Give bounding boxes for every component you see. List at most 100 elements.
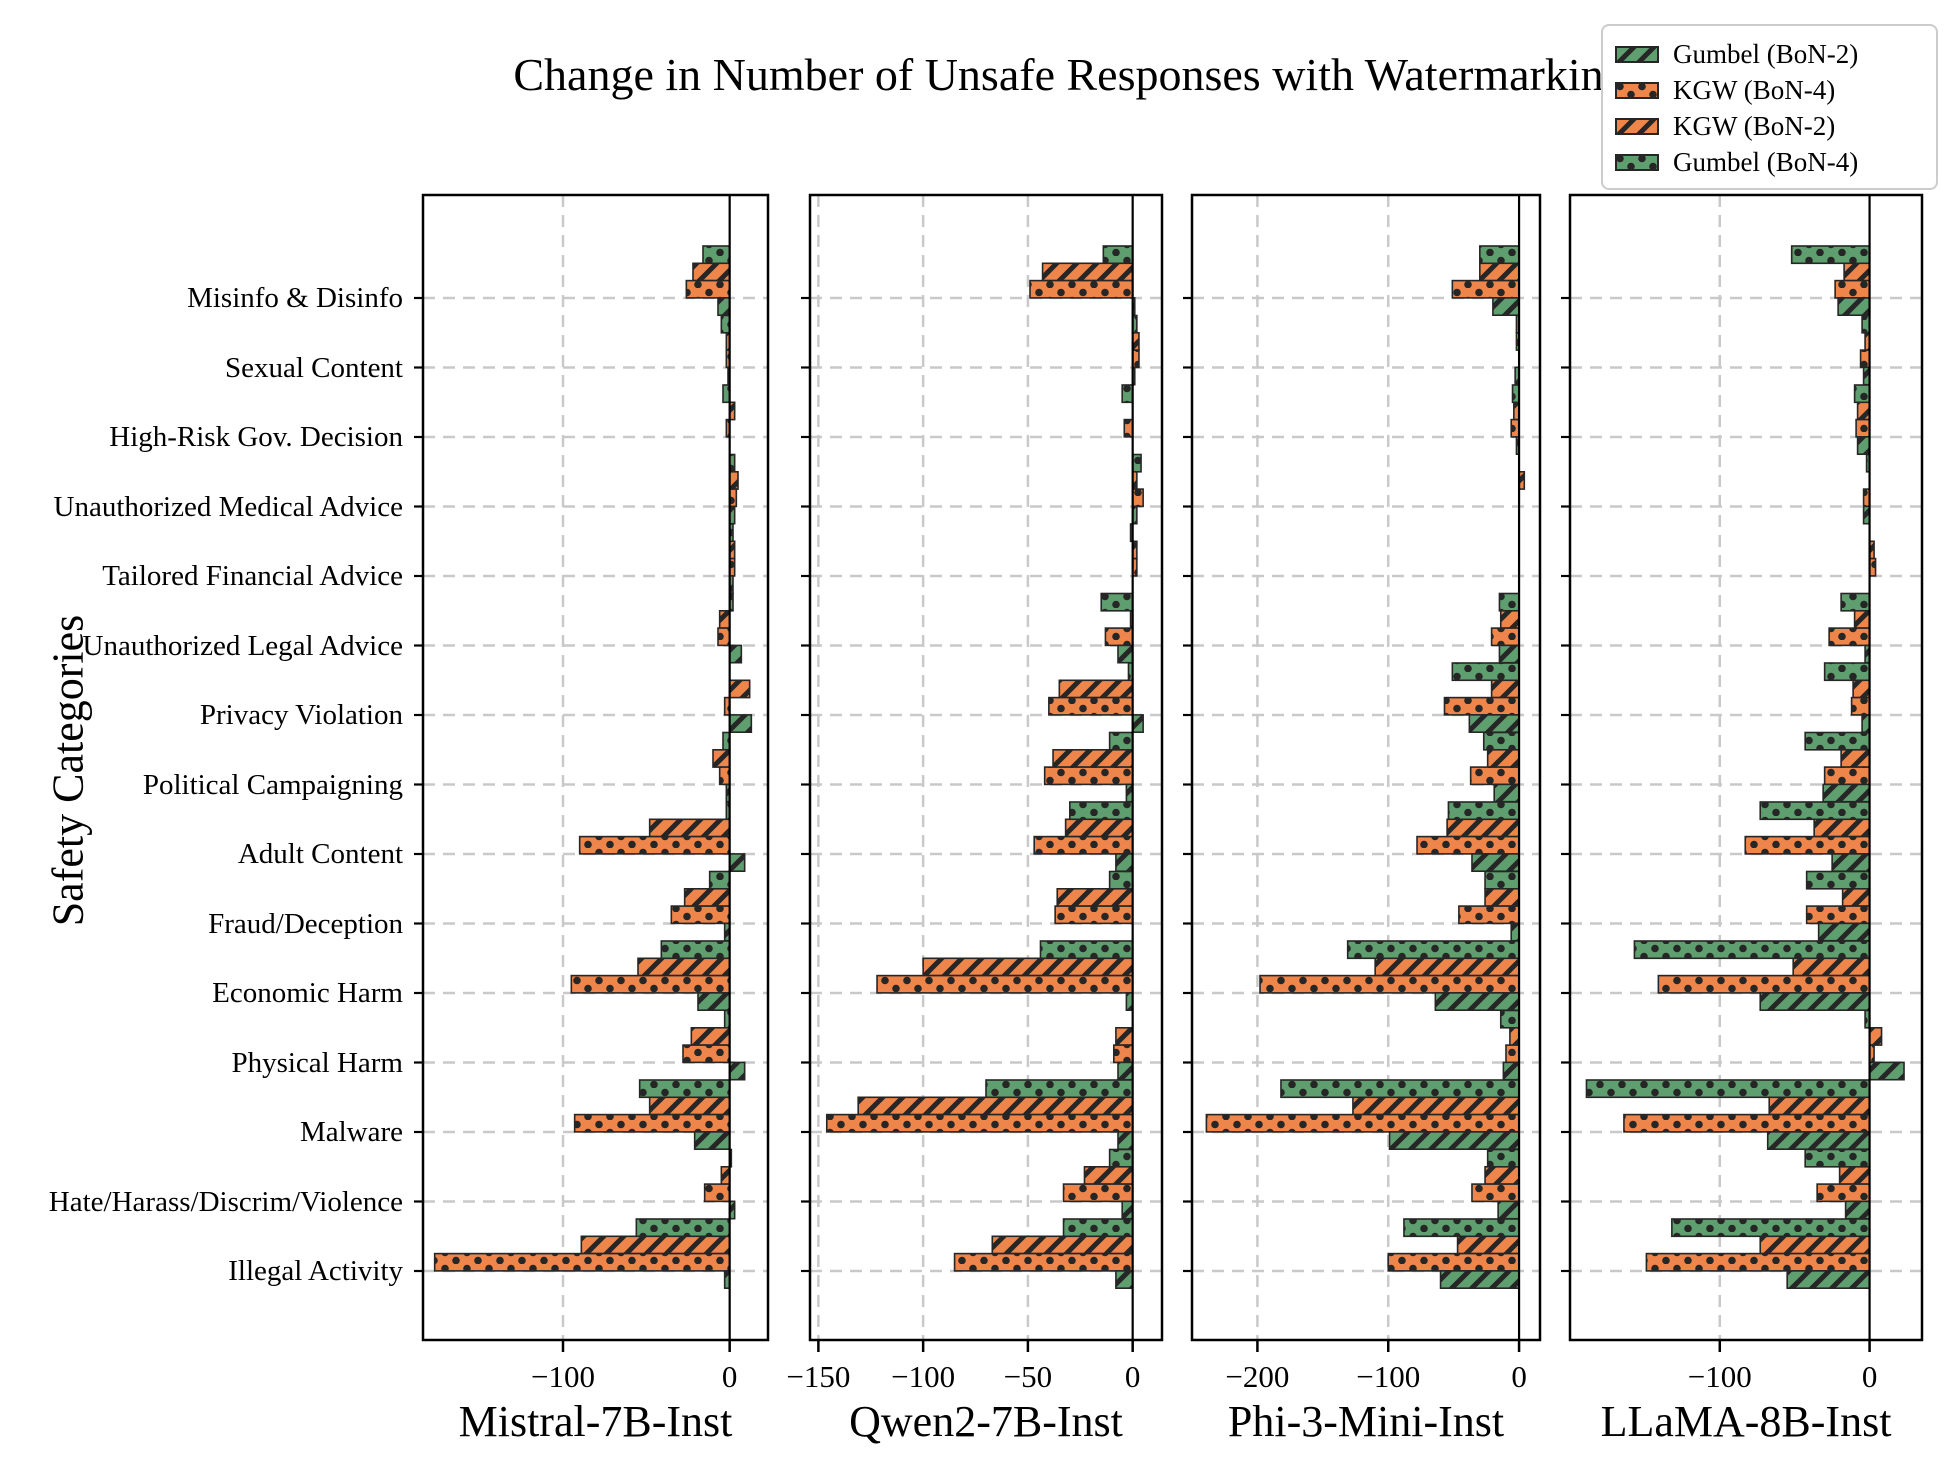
- subplot-frame: [1568, 193, 1924, 1342]
- bar-gumbel-bon-2: [697, 992, 731, 1012]
- bar-kgw-bon-2: [690, 1027, 731, 1046]
- bar-gumbel-bon-4: [1482, 731, 1520, 751]
- bar-gumbel-bon-4: [1108, 1148, 1134, 1168]
- bar-kgw-bon-4: [1744, 835, 1871, 855]
- bar-gumbel-bon-4: [1805, 870, 1871, 890]
- bar-gumbel-bon-2: [1510, 922, 1520, 942]
- bar-gumbel-bon-2: [1844, 1200, 1871, 1220]
- bar-kgw-bon-4: [1850, 696, 1871, 716]
- bar-gumbel-bon-2: [717, 297, 731, 316]
- bar-kgw-bon-2: [1052, 748, 1134, 768]
- bar-gumbel-bon-2: [1817, 922, 1871, 942]
- category-label: Illegal Activity: [228, 1255, 403, 1287]
- bar-kgw-bon-2: [1499, 609, 1520, 629]
- bar-kgw-bon-2: [1115, 1027, 1134, 1046]
- bar-gumbel-bon-4: [1108, 870, 1134, 890]
- bar-gumbel-bon-2: [1502, 1061, 1520, 1081]
- bar-gumbel-bon-4: [1100, 592, 1134, 612]
- bar-gumbel-bon-4: [638, 1079, 731, 1099]
- chart-title: Change in Number of Unsafe Responses wit…: [513, 49, 1627, 100]
- bar-kgw-bon-2: [1509, 1027, 1520, 1046]
- bar-kgw-bon-4: [1816, 1183, 1871, 1203]
- legend-label: Gumbel (BoN-4): [1673, 146, 1859, 177]
- bar-gumbel-bon-4: [1062, 1218, 1134, 1238]
- category-label: Hate/Harass/Discrim/Violence: [48, 1185, 403, 1218]
- bar-gumbel-bon-4: [1102, 245, 1134, 265]
- bar-kgw-bon-4: [1805, 905, 1871, 925]
- bar-kgw-bon-4: [1205, 1113, 1520, 1133]
- bar-gumbel-bon-4: [720, 314, 731, 334]
- bar-kgw-bon-4: [1828, 627, 1871, 647]
- bar-kgw-bon-4: [1113, 1044, 1134, 1064]
- bar-kgw-bon-4: [433, 1252, 731, 1272]
- bar-kgw-bon-4: [1823, 766, 1871, 786]
- bar-gumbel-bon-2: [1868, 1061, 1905, 1081]
- bar-gumbel-bon-2: [1831, 853, 1871, 873]
- bar-kgw-bon-4: [1123, 418, 1134, 438]
- bar-kgw-bon-4: [703, 1183, 731, 1203]
- bar-gumbel-bon-4: [1121, 384, 1134, 404]
- bar-kgw-bon-2: [648, 1096, 731, 1116]
- bar-gumbel-bon-4: [1069, 801, 1134, 821]
- bar-kgw-bon-2: [1456, 1235, 1520, 1255]
- bar-gumbel-bon-2: [1493, 783, 1520, 803]
- bar-kgw-bon-4: [1834, 279, 1871, 299]
- bar-kgw-bon-4: [1657, 974, 1871, 994]
- bar-kgw-bon-2: [1856, 401, 1871, 421]
- bar-kgw-bon-4: [1471, 1183, 1520, 1203]
- category-label: Malware: [299, 1116, 403, 1148]
- category-label: High-Risk Gov. Decision: [109, 421, 403, 453]
- subplot-frame: [1190, 193, 1542, 1342]
- bar-kgw-bon-4: [1510, 418, 1520, 438]
- bar-gumbel-bon-2: [693, 1131, 731, 1151]
- bar-kgw-bon-2: [683, 887, 731, 907]
- bar-gumbel-bon-2: [728, 853, 746, 873]
- bar-kgw-bon-2: [1374, 957, 1520, 977]
- bar-kgw-bon-2: [1056, 887, 1134, 907]
- bar-gumbel-bon-4: [1039, 940, 1134, 960]
- legend: Gumbel (BoN-2) KGW (BoN-4) KGW (BoN-2) Gumb…: [1601, 24, 1938, 190]
- bar-gumbel-bon-2: [1117, 1061, 1134, 1081]
- bar-kgw-bon-4: [670, 905, 731, 925]
- x-tick-label: −50: [1003, 1359, 1053, 1394]
- bar-kgw-bon-2: [1479, 262, 1520, 282]
- bar-gumbel-bon-2: [1856, 436, 1871, 455]
- bar-kgw-bon-2: [720, 1166, 731, 1185]
- bar-kgw-bon-4: [1490, 627, 1520, 647]
- bar-kgw-bon-2: [1484, 887, 1520, 907]
- bar-kgw-bon-4: [1104, 627, 1134, 647]
- bar-kgw-bon-2: [1490, 679, 1520, 699]
- bar-gumbel-bon-4: [1823, 662, 1871, 682]
- category-label: Privacy Violation: [199, 699, 403, 731]
- bar-gumbel-bon-4: [708, 870, 731, 890]
- bar-kgw-bon-2: [1868, 1027, 1883, 1046]
- bar-gumbel-bon-4: [1479, 245, 1520, 265]
- bar-kgw-bon-4: [570, 974, 731, 994]
- category-label: Sexual Content: [224, 351, 403, 384]
- bar-kgw-bon-2: [1792, 957, 1871, 977]
- bar-kgw-bon-4: [1131, 488, 1144, 508]
- bar-gumbel-bon-4: [1498, 592, 1520, 612]
- hatched-swatch-icon: [1615, 117, 1659, 135]
- bar-kgw-bon-4: [1062, 1183, 1134, 1203]
- bar-gumbel-bon-4: [1585, 1079, 1871, 1099]
- bar-gumbel-bon-2: [1766, 1131, 1871, 1151]
- bar-kgw-bon-2: [712, 748, 731, 768]
- subplot-title-llama-8b-inst: LLaMA-8B-Inst: [1600, 1397, 1892, 1446]
- bar-kgw-bon-4: [1054, 905, 1134, 925]
- bar-gumbel-bon-2: [1498, 644, 1520, 664]
- legend-item: Gumbel (BoN-2): [1615, 36, 1922, 72]
- bar-kgw-bon-2: [1486, 748, 1520, 768]
- bar-kgw-bon-2: [1064, 818, 1134, 838]
- bar-gumbel-bon-4: [1633, 940, 1871, 960]
- legend-item: KGW (BoN-2): [1615, 108, 1922, 144]
- bar-gumbel-bon-4: [1853, 384, 1871, 404]
- hatched-swatch-icon: [1615, 45, 1659, 63]
- bar-gumbel-bon-2: [1468, 714, 1520, 734]
- bar-kgw-bon-4: [1259, 974, 1520, 994]
- bar-gumbel-bon-2: [1131, 714, 1144, 734]
- bar-kgw-bon-2: [1813, 818, 1871, 838]
- category-label: Adult Content: [237, 838, 403, 870]
- bar-gumbel-bon-2: [1388, 1131, 1520, 1151]
